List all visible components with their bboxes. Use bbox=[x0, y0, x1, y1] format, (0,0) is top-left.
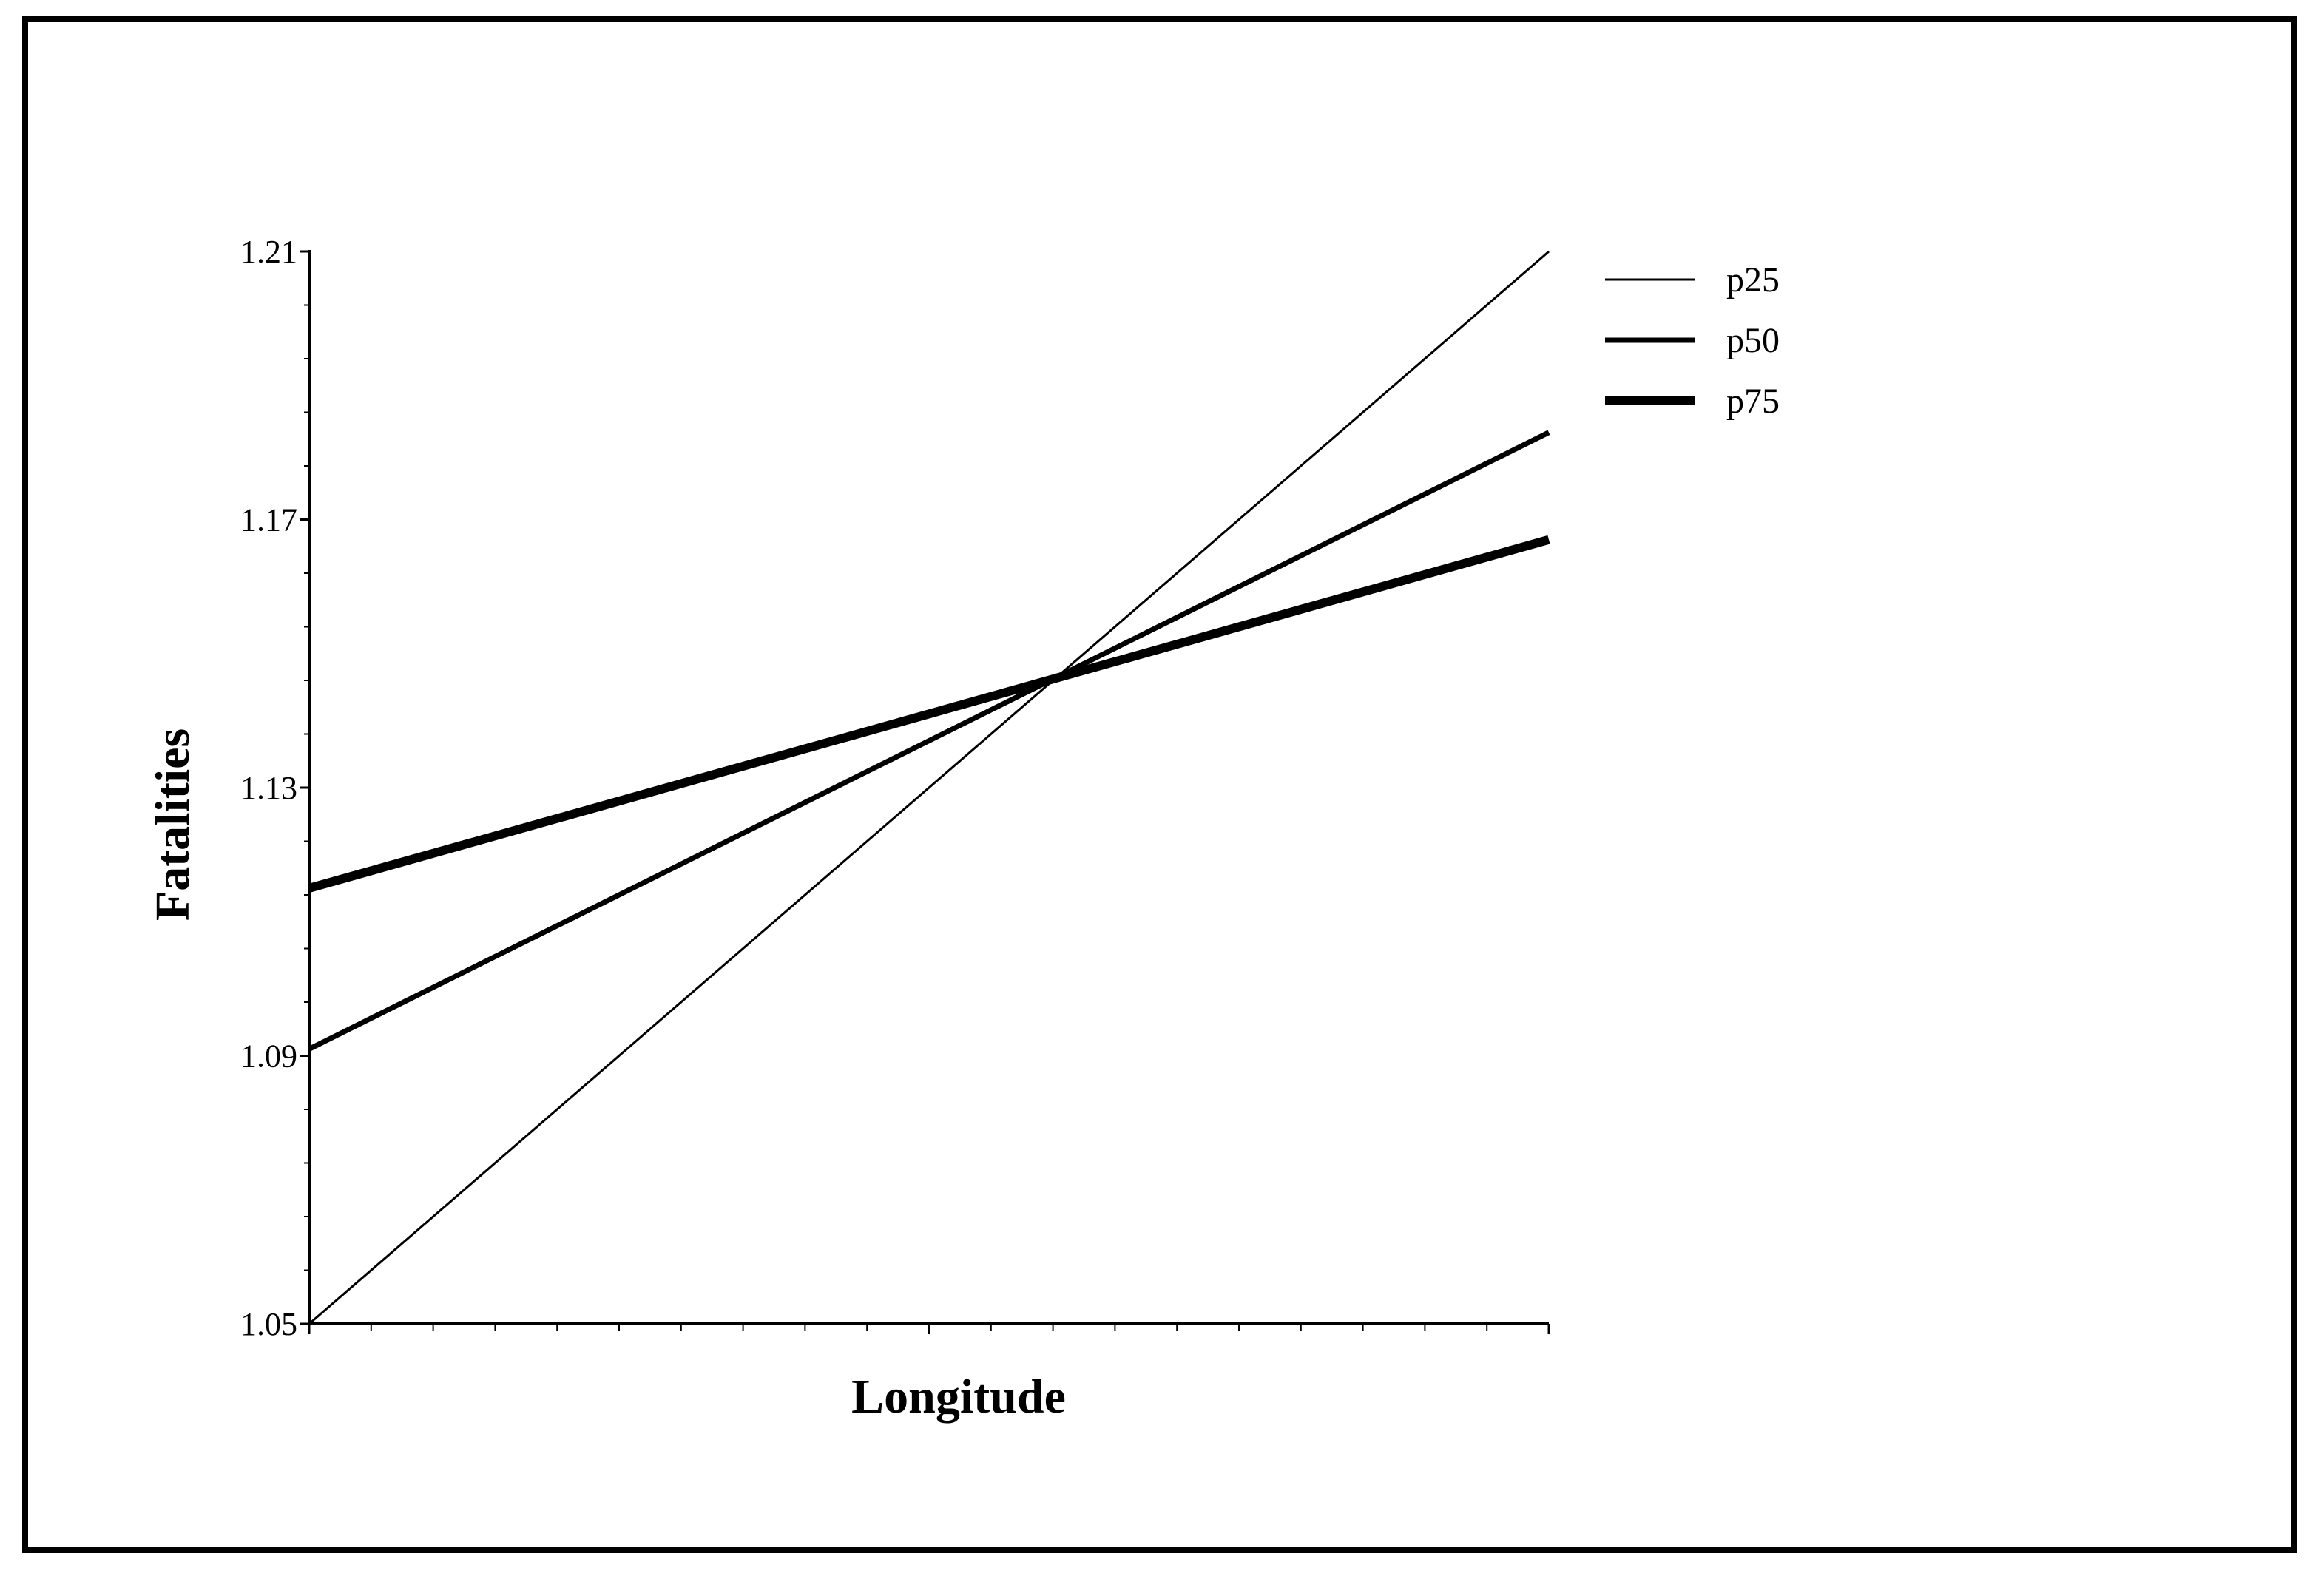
series-line-p25 bbox=[308, 250, 1550, 1325]
x-ticks bbox=[308, 1324, 1550, 1334]
y-tick-label: 1.17 bbox=[240, 502, 297, 538]
axes: 1.05 1.09 1.13 1.17 1.21 bbox=[240, 234, 1550, 1342]
legend: p25 p50 p75 bbox=[1605, 260, 1780, 421]
series-line-p75 bbox=[308, 535, 1550, 893]
series-line-p50 bbox=[308, 430, 1550, 1052]
legend-label-p25: p25 bbox=[1726, 260, 1780, 300]
x-axis-title: Longitude bbox=[851, 1370, 1066, 1424]
y-tick-label: 1.21 bbox=[240, 234, 297, 270]
y-tick-label: 1.05 bbox=[240, 1306, 297, 1342]
chart-frame bbox=[22, 16, 2297, 1553]
legend-label-p75: p75 bbox=[1726, 382, 1780, 421]
series-layer bbox=[308, 250, 1550, 1325]
y-tick-label: 1.09 bbox=[240, 1038, 297, 1075]
y-tick-label: 1.13 bbox=[240, 770, 297, 806]
y-ticks: 1.05 1.09 1.13 1.17 1.21 bbox=[240, 234, 309, 1342]
y-axis-title: Fatalities bbox=[146, 728, 200, 921]
legend-label-p50: p50 bbox=[1726, 321, 1780, 360]
